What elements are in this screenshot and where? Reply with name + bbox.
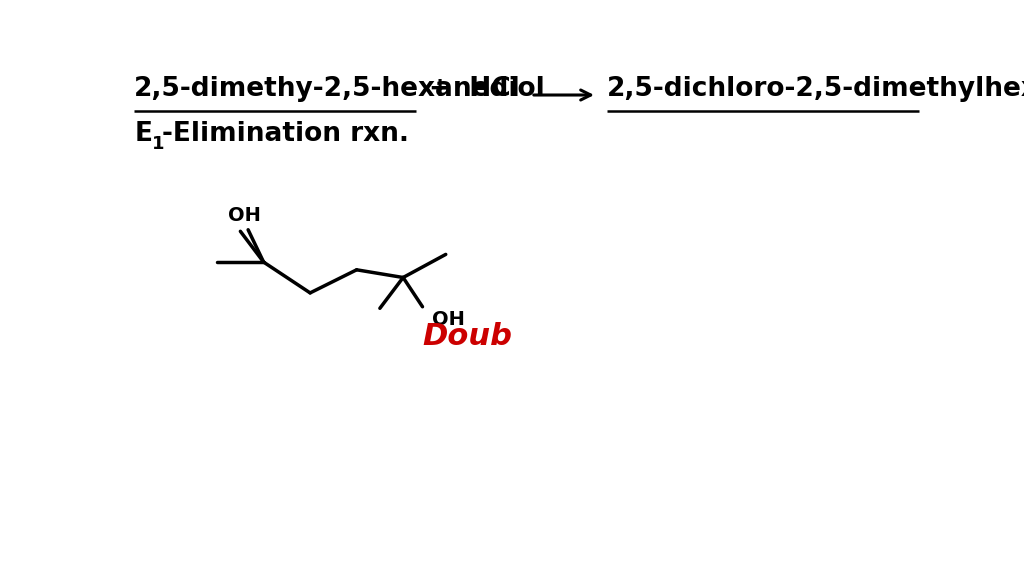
Text: 2,5-dichloro-2,5-dimethylhexane: 2,5-dichloro-2,5-dimethylhexane (607, 76, 1024, 102)
Text: Doub: Doub (423, 322, 512, 351)
Text: OH: OH (227, 206, 261, 225)
Text: 2,5-dimethy-2,5-hexanediol: 2,5-dimethy-2,5-hexanediol (134, 76, 546, 102)
Text: OH: OH (432, 310, 465, 329)
Text: +  HCl: + HCl (429, 76, 519, 102)
Text: 1: 1 (152, 135, 165, 153)
Text: -Elimination rxn.: -Elimination rxn. (162, 121, 410, 147)
Text: E: E (134, 121, 153, 147)
